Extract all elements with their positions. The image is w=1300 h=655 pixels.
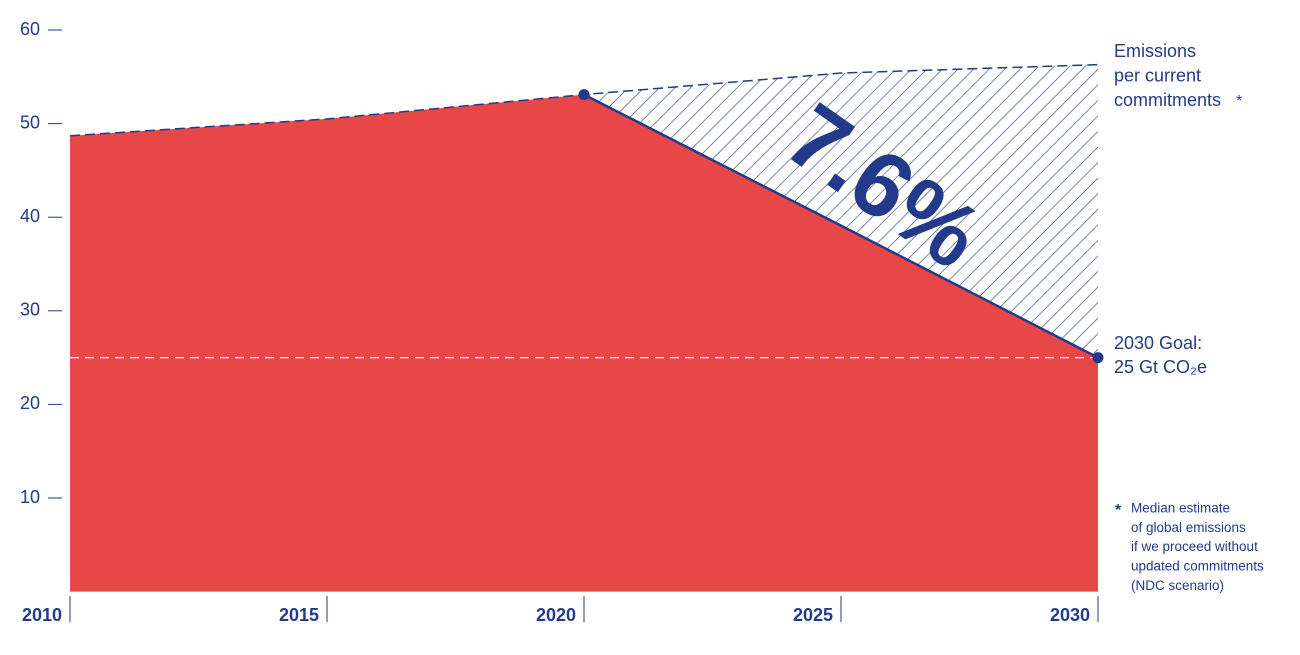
y-tick-label: 60 [20,19,40,39]
emissions-area [70,94,1098,592]
ndc-label: Emissions [1114,41,1196,61]
y-tick-label: 30 [20,300,40,320]
x-tick-label: 2015 [279,605,319,625]
goal-label: 2030 Goal: [1114,333,1202,353]
footnote-asterisk: * [1115,502,1122,519]
x-tick-label: 2020 [536,605,576,625]
ndc-label: commitments [1114,90,1221,110]
gap-area [584,64,1098,358]
footnote: of global emissions [1131,520,1246,535]
y-tick-label: 50 [20,112,40,132]
point [578,89,590,101]
x-tick-label: 2025 [793,605,833,625]
y-tick-label: 40 [20,206,40,226]
y-tick-label: 10 [20,487,40,507]
ndc-label: per current [1114,65,1201,85]
goal-label: 25 Gt CO₂e [1114,357,1207,377]
footnote: Median estimate [1131,501,1230,516]
point [1092,352,1104,364]
y-tick-label: 20 [20,393,40,413]
footnote: if we proceed without [1131,539,1258,554]
ndc-asterisk: * [1236,93,1242,110]
reduction-line [583,93,1099,359]
footnote: updated commitments [1131,558,1264,573]
x-tick-label: 2010 [22,605,62,625]
x-tick-label: 2030 [1050,605,1090,625]
footnote: (NDC scenario) [1131,578,1224,593]
